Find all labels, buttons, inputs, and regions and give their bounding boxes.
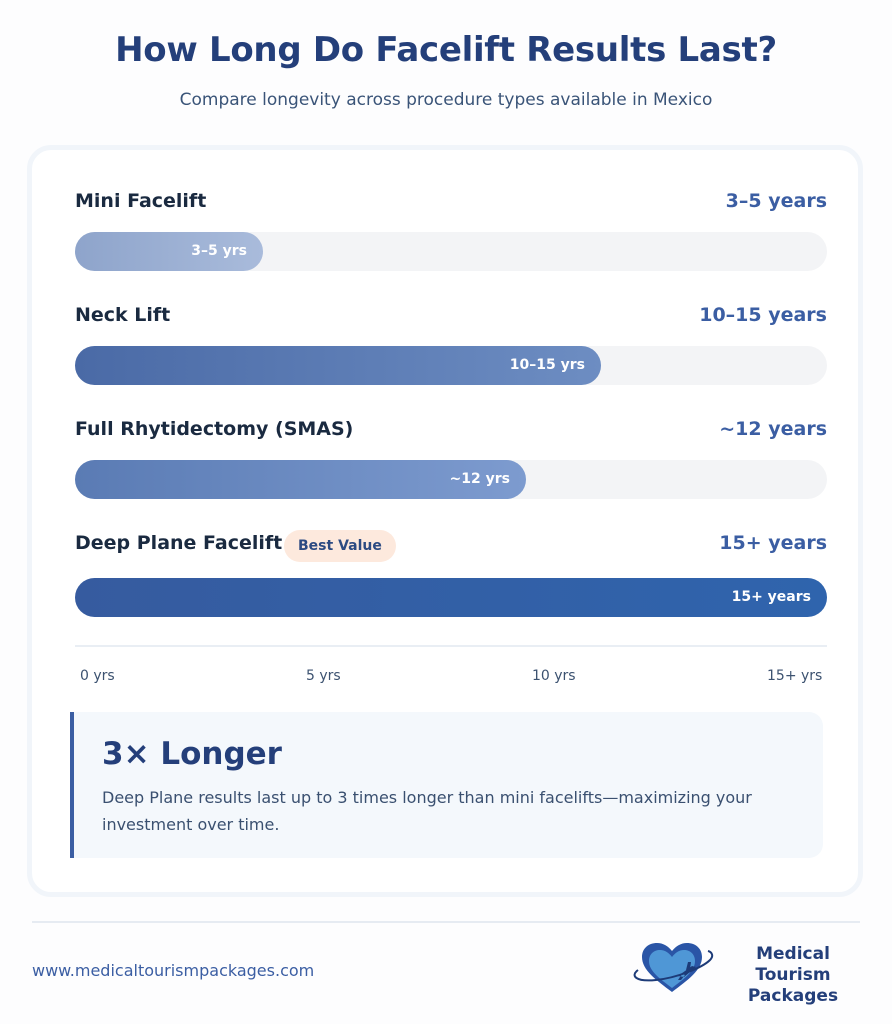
procedure-label: Deep Plane Facelift xyxy=(75,532,283,554)
procedure-row-neck-lift: Neck Lift 10–15 years 10–15 yrs xyxy=(75,304,827,385)
bar-fill: ~12 yrs xyxy=(75,460,526,499)
bar-fill: 10–15 yrs xyxy=(75,346,601,385)
axis-tick: 5 yrs xyxy=(306,668,341,684)
bar-track: ~12 yrs xyxy=(75,460,827,499)
procedure-value: 10–15 years xyxy=(699,304,827,326)
procedure-row-mini-facelift: Mini Facelift 3–5 years 3–5 yrs xyxy=(75,190,827,271)
heart-plane-icon xyxy=(633,943,714,992)
brand-name: Medical Tourism Packages xyxy=(718,944,868,1007)
bar-label: 3–5 yrs xyxy=(191,243,247,259)
procedure-value: 15+ years xyxy=(719,532,827,554)
callout-body: Deep Plane results last up to 3 times lo… xyxy=(102,788,752,834)
bar-label: 10–15 yrs xyxy=(509,357,585,373)
website-link[interactable]: www.medicaltourismpackages.com xyxy=(32,961,315,980)
bar-fill: 3–5 yrs xyxy=(75,232,263,271)
bar-label: ~12 yrs xyxy=(449,471,510,487)
procedure-row-deep-plane-facelift: Deep Plane Facelift Best Value 15+ years… xyxy=(75,530,827,617)
footer-divider xyxy=(32,921,860,923)
callout-box: 3× Longer Deep Plane results last up to … xyxy=(70,712,823,858)
axis-tick: 0 yrs xyxy=(80,668,115,684)
chart-card: Mini Facelift 3–5 years 3–5 yrs Neck Lif… xyxy=(27,145,863,897)
procedure-label: Neck Lift xyxy=(75,304,171,326)
bar-label: 15+ years xyxy=(731,589,811,605)
brand-name-line2: Packages xyxy=(747,986,839,1006)
page-subtitle: Compare longevity across procedure types… xyxy=(179,90,713,110)
procedure-row-full-rhytidectomy: Full Rhytidectomy (SMAS) ~12 years ~12 y… xyxy=(75,418,827,499)
brand-logo: Medical Tourism Packages xyxy=(626,940,866,1006)
bar-fill: 15+ years xyxy=(75,578,827,617)
axis-divider xyxy=(75,645,827,647)
axis-tick: 15+ yrs xyxy=(767,668,823,684)
procedure-label: Mini Facelift xyxy=(75,190,207,212)
bar-track: 3–5 yrs xyxy=(75,232,827,271)
axis-tick: 10 yrs xyxy=(532,668,576,684)
brand-name-line1: Medical Tourism xyxy=(755,944,831,985)
best-value-badge: Best Value xyxy=(284,530,396,562)
bar-track: 10–15 yrs xyxy=(75,346,827,385)
procedure-label: Full Rhytidectomy (SMAS) xyxy=(75,418,354,440)
page-title: How Long Do Facelift Results Last? xyxy=(115,30,777,70)
callout-title: 3× Longer xyxy=(102,736,282,772)
procedure-value: ~12 years xyxy=(719,418,827,440)
bar-track: 15+ years xyxy=(75,578,827,617)
procedure-value: 3–5 years xyxy=(725,190,827,212)
